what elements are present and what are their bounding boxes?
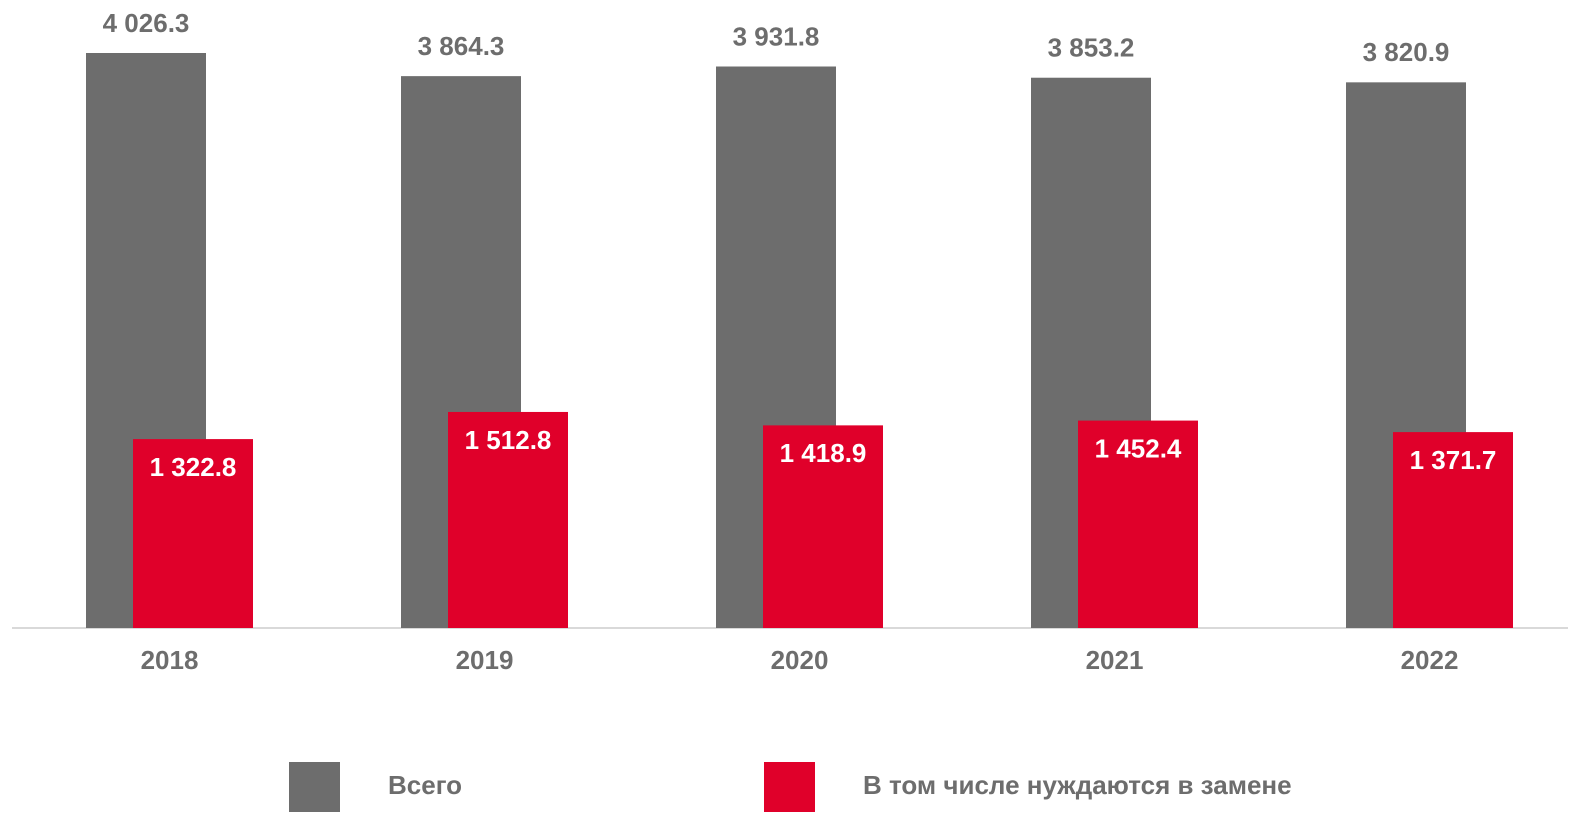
bar — [133, 439, 253, 628]
legend-swatch — [764, 762, 815, 812]
value-label: 3 820.9 — [1363, 37, 1450, 67]
legend-label: Всего — [388, 770, 462, 800]
value-label: 1 512.8 — [465, 425, 552, 455]
bar — [1393, 432, 1513, 628]
value-label: 1 371.7 — [1410, 445, 1497, 475]
legend-label: В том числе нуждаются в замене — [863, 770, 1292, 800]
legend-swatch — [289, 762, 340, 812]
value-label: 3 864.3 — [418, 31, 505, 61]
value-label: 3 853.2 — [1048, 33, 1135, 63]
bar — [448, 411, 568, 628]
value-label: 1 418.9 — [780, 438, 867, 468]
value-label: 1 322.8 — [150, 452, 237, 482]
bar — [763, 425, 883, 628]
x-tick-label: 2018 — [141, 645, 199, 675]
bar — [1078, 420, 1198, 628]
value-label: 1 452.4 — [1095, 433, 1182, 463]
x-tick-label: 2022 — [1401, 645, 1459, 675]
x-tick-label: 2021 — [1086, 645, 1144, 675]
x-tick-label: 2020 — [771, 645, 829, 675]
x-tick-label: 2019 — [456, 645, 514, 675]
value-label: 3 931.8 — [733, 21, 820, 51]
value-label: 4 026.3 — [103, 8, 190, 38]
